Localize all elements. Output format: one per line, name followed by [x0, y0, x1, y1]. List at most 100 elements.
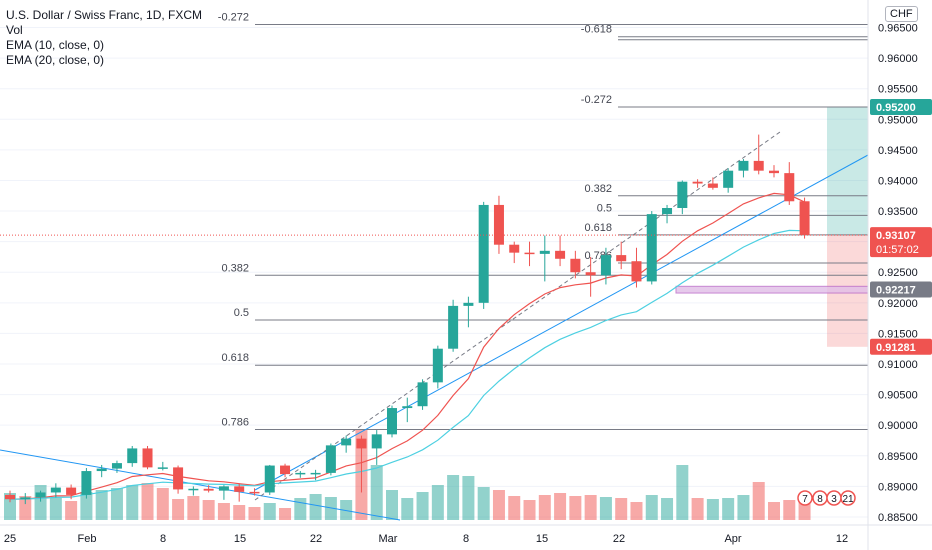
- candle: [142, 445, 153, 470]
- volume-bar: [554, 493, 567, 520]
- candle-body: [600, 255, 611, 276]
- fib-level-label: -0.272: [581, 94, 612, 106]
- x-tick-label: 25: [4, 533, 16, 545]
- candle-body: [662, 208, 673, 215]
- y-tick-label: 0.92000: [878, 298, 918, 310]
- volume-bar: [49, 498, 62, 520]
- candle: [677, 180, 688, 215]
- x-tick-label: 22: [613, 533, 625, 545]
- event-badge-count: 3: [831, 494, 837, 505]
- currency-button[interactable]: CHF: [885, 6, 918, 22]
- candle: [295, 471, 306, 478]
- ema10-line: [9, 192, 805, 500]
- candle-body: [402, 406, 413, 409]
- candle: [662, 204, 673, 224]
- y-tick-label: 0.95000: [878, 114, 918, 126]
- candle: [96, 464, 107, 478]
- event-badge-count: 8: [817, 494, 823, 505]
- candle: [570, 250, 581, 279]
- volume-bar: [462, 476, 475, 520]
- fib-level-label: -0.618: [581, 24, 612, 36]
- candle: [157, 461, 168, 471]
- candle: [218, 485, 229, 500]
- candle-body: [463, 302, 474, 306]
- candle: [738, 159, 749, 178]
- legend-vol[interactable]: Vol: [6, 23, 23, 37]
- candle-body: [723, 170, 734, 188]
- highlight-rectangle: [675, 285, 869, 294]
- volume-bar: [187, 496, 200, 520]
- volume-bar: [263, 503, 276, 520]
- candle-body: [478, 204, 489, 303]
- candle-body: [738, 160, 749, 171]
- candle: [325, 443, 336, 476]
- volume-bar: [80, 492, 93, 520]
- volume-bar: [523, 500, 536, 520]
- candle: [356, 435, 367, 493]
- candle-body: [111, 463, 122, 469]
- candle-body: [387, 408, 397, 435]
- candle-body: [280, 465, 291, 475]
- volume-bar: [768, 502, 780, 520]
- candle-body: [371, 434, 382, 449]
- legend-ema20[interactable]: EMA (20, close, 0): [6, 53, 105, 67]
- volume-bar: [156, 488, 169, 520]
- volume-bar: [324, 497, 337, 520]
- candle-body: [341, 438, 352, 446]
- candle-body: [509, 244, 520, 253]
- candle-body: [35, 492, 46, 498]
- volume-bar: [737, 495, 750, 520]
- event-badge-count: 7: [802, 494, 808, 505]
- candle-body: [81, 471, 92, 495]
- candle: [784, 162, 795, 205]
- candle: [371, 430, 382, 465]
- volume-bar: [538, 495, 551, 520]
- price-label: 0.91281: [876, 342, 916, 354]
- candle-body: [432, 348, 443, 383]
- volume-bar: [599, 497, 612, 520]
- x-tick-label: Mar: [379, 533, 398, 545]
- candle: [448, 299, 459, 352]
- volume-bar: [431, 485, 444, 520]
- y-tick-label: 0.91500: [878, 328, 918, 340]
- volume-bar: [676, 465, 689, 520]
- volume-bar: [309, 494, 322, 520]
- candle-body: [295, 472, 306, 475]
- volume-bar: [416, 492, 429, 520]
- y-tick-label: 0.94500: [878, 145, 918, 157]
- volume-bar: [492, 490, 505, 520]
- candle-body: [707, 183, 718, 188]
- candle-body: [555, 250, 566, 259]
- candle: [5, 490, 15, 503]
- candle-body: [631, 261, 642, 282]
- volume-bar: [783, 500, 796, 520]
- volume-bar: [340, 500, 353, 520]
- volume-bar: [172, 499, 185, 520]
- candle: [692, 179, 703, 188]
- candle: [646, 211, 657, 285]
- volume-bar: [569, 496, 582, 520]
- candle: [478, 201, 489, 309]
- volume-bar: [584, 495, 597, 520]
- candle-body: [325, 445, 336, 473]
- fib-level-label: 0.382: [584, 183, 612, 195]
- y-tick-label: 0.88500: [878, 512, 918, 524]
- volume-bar: [19, 496, 32, 520]
- price-label: 0.95200: [876, 102, 916, 114]
- x-tick-label: Apr: [724, 533, 741, 545]
- price-label: 0.92217: [876, 285, 916, 297]
- candle-body: [310, 472, 321, 475]
- volume-bar: [630, 502, 643, 520]
- legend-ema10[interactable]: EMA (10, close, 0): [6, 38, 105, 52]
- candle: [81, 468, 92, 499]
- price-label: 0.93107: [876, 230, 916, 242]
- candle-body: [692, 181, 703, 184]
- candle-body: [127, 448, 138, 464]
- volume-bar: [752, 482, 765, 520]
- candle-body: [448, 305, 459, 349]
- y-tick-label: 0.90000: [878, 420, 918, 432]
- candle-body: [799, 201, 810, 235]
- candle: [173, 465, 184, 494]
- candle-body: [20, 497, 31, 500]
